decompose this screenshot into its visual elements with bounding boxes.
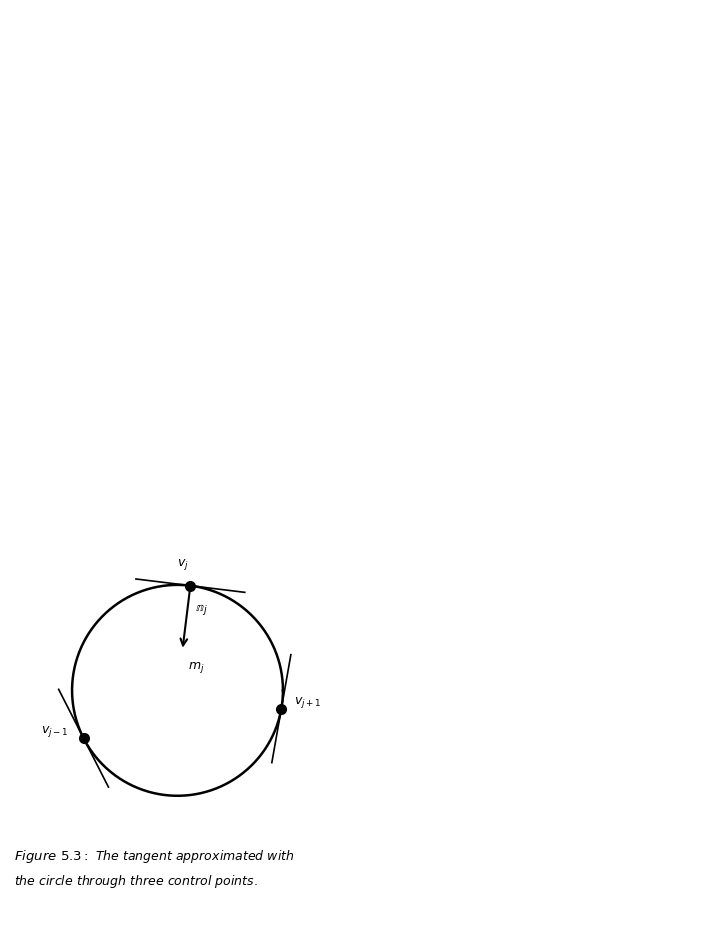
Text: $v_{j-1}$: $v_{j-1}$ xyxy=(41,724,69,739)
Text: $\mathbf{\mathit{Figure\ 5.3:}}$: $\mathbf{\mathit{Figure\ 5.3:}}$ xyxy=(14,848,89,865)
Text: $m_j$: $m_j$ xyxy=(188,660,205,675)
Text: $\mathbb{n}_j$: $\mathbb{n}_j$ xyxy=(195,603,209,618)
Text: $\mathit{the\ circle\ through\ three\ control\ points.}$: $\mathit{the\ circle\ through\ three\ co… xyxy=(14,873,258,890)
Text: $\mathit{The\ tangent\ approximated\ with}$: $\mathit{The\ tangent\ approximated\ wit… xyxy=(95,848,295,865)
Text: $v_j$: $v_j$ xyxy=(177,557,189,572)
Text: $v_{j+1}$: $v_{j+1}$ xyxy=(294,694,321,710)
